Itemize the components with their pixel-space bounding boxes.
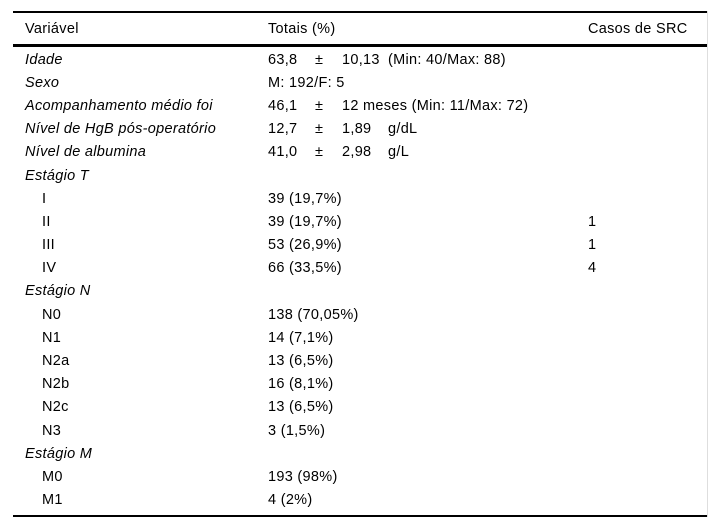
- totais-range: (Min: 40/Max: 88): [388, 51, 506, 68]
- header-casos-de-src: Casos de SRC: [588, 20, 688, 37]
- totais-value: 53 (26,9%): [268, 237, 342, 254]
- row-totais: 53 (26,9%): [268, 237, 588, 253]
- totais-value: 39 (19,7%): [268, 190, 342, 207]
- row-totais: 12,7 ±1,89 g/dL: [268, 121, 588, 137]
- table-row-n0: N0 138 (70,05%): [13, 303, 708, 326]
- row-totais: 41,0 ±2,98 g/L: [268, 144, 588, 160]
- table-row-sexo: Sexo M: 192/F: 5: [13, 71, 708, 94]
- totais-unit: g/L: [388, 144, 410, 161]
- totais-value: 39 (19,7%): [268, 213, 342, 230]
- row-totais: 13 (6,5%): [268, 353, 588, 369]
- totais-value: 4 (2%): [268, 492, 313, 509]
- patient-summary-table: Variável Totais (%) Casos de SRC Idade 6…: [13, 11, 708, 517]
- totais-mean: 46,1: [268, 97, 298, 114]
- totais-sd: 10,13: [342, 51, 380, 68]
- row-label: N1: [42, 329, 62, 346]
- row-label: Estágio T: [25, 167, 89, 184]
- row-label: II: [42, 213, 51, 230]
- totais-sd: 2,98: [342, 144, 372, 161]
- row-label: III: [42, 237, 55, 254]
- totais-value: 3 (1,5%): [268, 422, 326, 439]
- totais-mean: 63,8: [268, 51, 298, 68]
- row-totais: 4 (2%): [268, 492, 588, 508]
- totais-value: 16 (8,1%): [268, 376, 334, 393]
- row-totais: 39 (19,7%): [268, 191, 588, 207]
- totais-value: 13 (6,5%): [268, 353, 334, 370]
- row-label: Acompanhamento médio foi: [25, 97, 213, 114]
- table-row-n2b: N2b 16 (8,1%): [13, 373, 708, 396]
- table-row-m0: M0 193 (98%): [13, 465, 708, 488]
- row-label: Idade: [25, 51, 63, 68]
- row-totais: 63,8 ±10,13 (Min: 40/Max: 88): [268, 52, 588, 68]
- row-totais: 66 (33,5%): [268, 260, 588, 276]
- plus-minus-symbol: ±: [315, 144, 324, 161]
- row-totais: 138 (70,05%): [268, 307, 588, 323]
- row-label: N2a: [42, 353, 70, 370]
- table-row-n1: N1 14 (7,1%): [13, 326, 708, 349]
- row-label: Estágio N: [25, 283, 91, 300]
- row-label: N3: [42, 422, 62, 439]
- table-row-t3: III 53 (26,9%) 1: [13, 234, 708, 257]
- table-row-estagio-m: Estágio M: [13, 442, 708, 465]
- row-totais: 13 (6,5%): [268, 399, 588, 415]
- row-casos: 4: [588, 260, 597, 277]
- row-label: IV: [42, 260, 57, 277]
- table-row-m1: M1 4 (2%): [13, 489, 708, 512]
- row-label: M1: [42, 492, 63, 509]
- row-label: Sexo: [25, 74, 60, 91]
- row-label: Nível de HgB pós-operatório: [25, 121, 217, 138]
- totais-mean: 12,7: [268, 121, 298, 138]
- totais-value: 14 (7,1%): [268, 329, 334, 346]
- row-label: N2c: [42, 399, 69, 416]
- totais-sd: 12 meses (Min: 11/Max: 72): [342, 97, 529, 114]
- row-totais: 14 (7,1%): [268, 330, 588, 346]
- row-totais: 3 (1,5%): [268, 423, 588, 439]
- row-totais: 46,1 ±12 meses (Min: 11/Max: 72): [268, 98, 588, 114]
- totais-value: 13 (6,5%): [268, 399, 334, 416]
- table-header-row: Variável Totais (%) Casos de SRC: [13, 13, 708, 47]
- row-casos: 1: [588, 237, 597, 254]
- table-row-n2c: N2c 13 (6,5%): [13, 396, 708, 419]
- table-row-t4: IV 66 (33,5%) 4: [13, 257, 708, 280]
- row-casos: 1: [588, 213, 597, 230]
- plus-minus-symbol: ±: [315, 51, 324, 68]
- row-label: Estágio M: [25, 445, 93, 462]
- table-body: Idade 63,8 ±10,13 (Min: 40/Max: 88) Sexo M…: [13, 47, 708, 515]
- row-label: I: [42, 190, 47, 207]
- totais-sd: 1,89: [342, 121, 372, 138]
- right-edge-rule: [707, 11, 708, 517]
- row-totais: 193 (98%): [268, 469, 588, 485]
- plus-minus-symbol: ±: [315, 97, 324, 114]
- totais-mean: 41,0: [268, 144, 298, 161]
- row-totais: M: 192/F: 5: [268, 75, 588, 91]
- table-row-n3: N3 3 (1,5%): [13, 419, 708, 442]
- totais-unit: g/dL: [388, 121, 418, 138]
- row-label: Nível de albumina: [25, 144, 147, 161]
- row-totais: 39 (19,7%): [268, 214, 588, 230]
- table-row-acompanhamento: Acompanhamento médio foi 46,1 ±12 meses (…: [13, 94, 708, 117]
- row-label: N2b: [42, 376, 70, 393]
- totais-value: 193 (98%): [268, 468, 338, 485]
- row-label: M0: [42, 468, 63, 485]
- table-row-albumina: Nível de albumina 41,0 ±2,98 g/L: [13, 141, 708, 164]
- row-label: N0: [42, 306, 62, 323]
- table-row-idade: Idade 63,8 ±10,13 (Min: 40/Max: 88): [13, 48, 708, 71]
- table-row-estagio-n: Estágio N: [13, 280, 708, 303]
- table-row-n2a: N2a 13 (6,5%): [13, 349, 708, 372]
- totais-value: 138 (70,05%): [268, 306, 359, 323]
- totais-value: M: 192/F: 5: [268, 74, 345, 91]
- row-totais: 16 (8,1%): [268, 376, 588, 392]
- table-row-estagio-t: Estágio T: [13, 164, 708, 187]
- header-totais: Totais (%): [268, 20, 336, 37]
- header-variavel: Variável: [25, 20, 79, 37]
- table-row-t2: II 39 (19,7%) 1: [13, 210, 708, 233]
- plus-minus-symbol: ±: [315, 121, 324, 138]
- table-row-t1: I 39 (19,7%): [13, 187, 708, 210]
- table-row-hgb: Nível de HgB pós-operatório 12,7 ±1,89 g/d…: [13, 118, 708, 141]
- totais-value: 66 (33,5%): [268, 260, 342, 277]
